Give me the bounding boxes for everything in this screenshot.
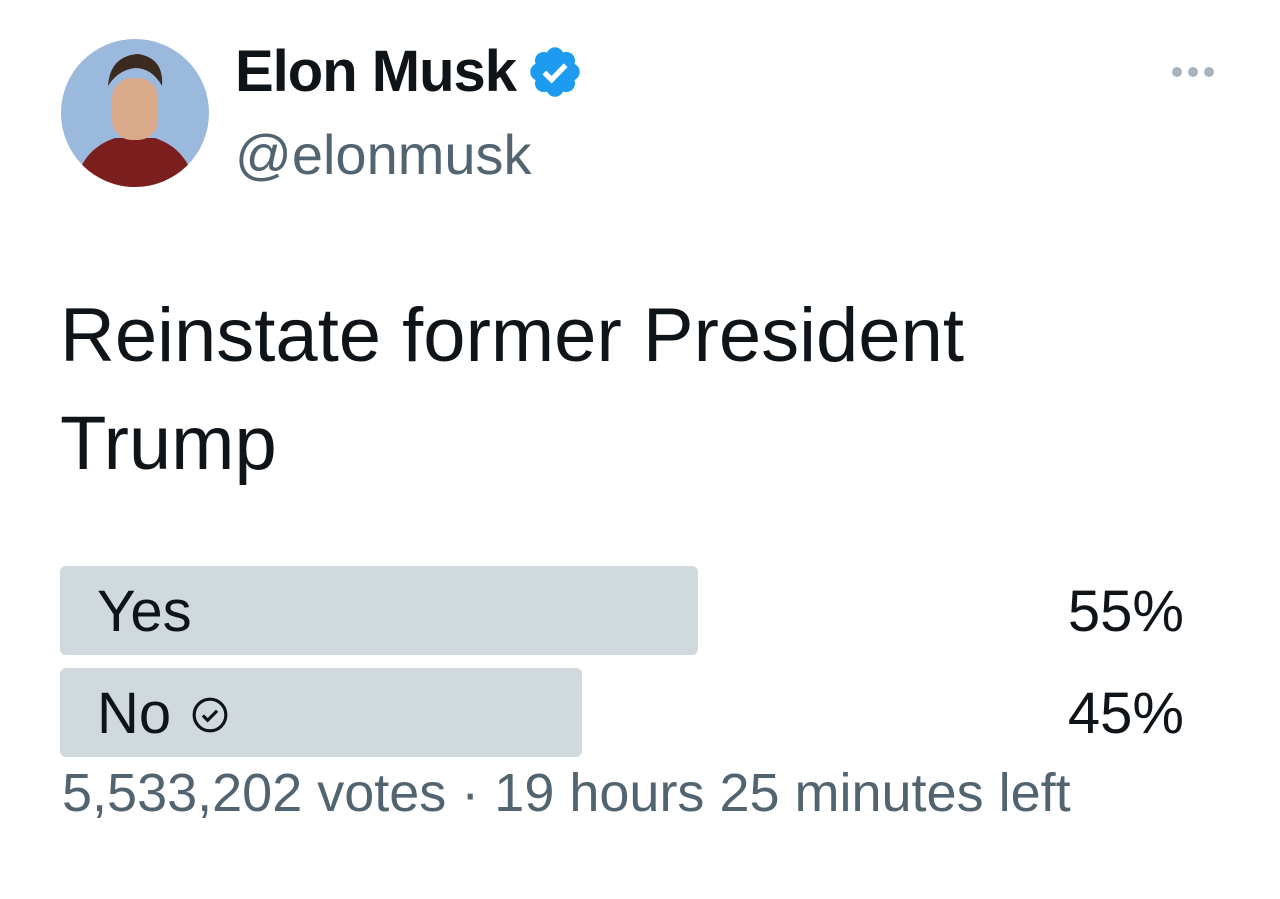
poll-footer: 5,533,202 votes · 19 hours 25 minutes le… (62, 763, 1071, 823)
poll-percent: 45% (1067, 681, 1184, 746)
verified-badge (530, 47, 580, 97)
selected-check (192, 697, 228, 733)
poll-option-label: No (97, 681, 172, 746)
avatar[interactable] (60, 38, 210, 188)
tweet-line: Trump (60, 401, 277, 486)
poll-option-label: Yes (97, 579, 192, 644)
author-name[interactable]: Elon Musk (235, 39, 517, 104)
poll-bar (60, 566, 698, 655)
poll-percent: 55% (1067, 579, 1184, 644)
tweet-line: Reinstate former President (60, 293, 964, 378)
author-handle[interactable]: @elonmusk (235, 123, 532, 186)
more-button[interactable] (1170, 64, 1216, 80)
poll-bar (60, 668, 582, 757)
